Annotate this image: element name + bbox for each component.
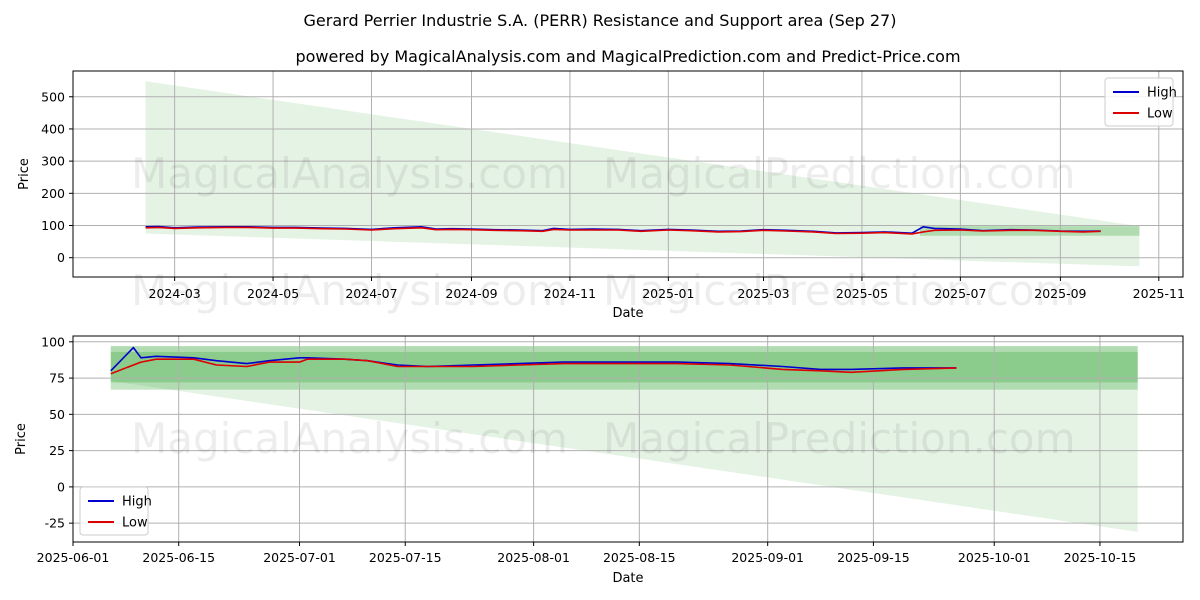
y-tick-label: 500 [41, 89, 65, 104]
x-tick-label: 2025-03 [737, 286, 789, 301]
panel-full-history: MagicalAnalysis.com MagicalAnalysis.com Ma… [17, 70, 1185, 321]
x-tick-label: 2025-01 [642, 286, 694, 301]
support-band-2 [110, 375, 1138, 390]
y-tick-label: 300 [41, 154, 65, 169]
plot-area [73, 336, 1183, 542]
legend-label-low: Low [122, 516, 148, 531]
y-tick-label: 400 [41, 121, 65, 136]
y-tick-label: 25 [49, 443, 65, 458]
x-axis-label: Date [612, 306, 643, 321]
x-axis-label: Date [612, 571, 643, 586]
plot-area [73, 71, 1183, 277]
x-tick-label: 2025-06-15 [142, 550, 215, 565]
x-tick-label: 2025-09-01 [731, 550, 804, 565]
x-tick-label: 2025-07 [934, 286, 986, 301]
x-tick-label: 2024-07 [345, 286, 397, 301]
projection-cone [110, 346, 1138, 532]
x-tick-label: 2025-06-01 [37, 550, 110, 565]
x-tick-label: 2025-09 [1034, 286, 1086, 301]
y-axis-label: Price [14, 423, 29, 455]
axes-frame [72, 70, 1184, 278]
x-tick-label: 2025-10-01 [958, 550, 1031, 565]
series-line-low [145, 226, 1101, 235]
y-tick-label: 75 [49, 371, 65, 386]
x-tick-label: 2025-08-01 [497, 550, 570, 565]
x-tick-label: 2025-05 [836, 286, 888, 301]
legend-label-high: High [1147, 86, 1177, 101]
x-tick-label: 2024-03 [149, 286, 201, 301]
y-tick-label: 200 [41, 186, 65, 201]
x-tick-label: 2025-08-15 [603, 550, 676, 565]
x-tick-label: 2024-11 [544, 286, 596, 301]
y-tick-label: 100 [41, 218, 65, 233]
watermark: MagicalPrediction.com [603, 414, 1076, 463]
watermark: MagicalPrediction.com [603, 266, 1076, 315]
chart-subtitle: powered by MagicalAnalysis.com and Magic… [295, 47, 960, 66]
watermark: MagicalAnalysis.com [131, 149, 568, 198]
legend: High Low [79, 486, 152, 536]
legend: High Low [1104, 77, 1177, 127]
series-line-high [110, 346, 957, 372]
chart-title: Gerard Perrier Industrie S.A. (PERR) Res… [304, 11, 897, 30]
panel-recent-zoom: MagicalAnalysis.com MagicalPrediction.com… [14, 334, 1184, 586]
legend-label-low: Low [1147, 107, 1173, 122]
x-tick-label: 2025-09-15 [837, 550, 910, 565]
watermark: MagicalPrediction.com [603, 149, 1076, 198]
projection-cone [145, 81, 1140, 267]
y-tick-label: 0 [57, 479, 65, 494]
series-line-low [110, 358, 957, 375]
y-tick-label: 100 [41, 334, 65, 349]
x-tick-label: 2025-07-01 [263, 550, 336, 565]
watermark: MagicalAnalysis.com [131, 266, 568, 315]
x-tick-label: 2024-05 [247, 286, 299, 301]
x-tick-label: 2025-11 [1133, 286, 1185, 301]
x-tick-label: 2024-09 [445, 286, 497, 301]
y-axis-label: Price [17, 158, 32, 190]
x-tick-label: 2025-07-15 [369, 550, 442, 565]
y-tick-label: 0 [57, 250, 65, 265]
axes-frame [72, 335, 1184, 543]
x-tick-label: 2025-10-15 [1064, 550, 1137, 565]
y-tick-label: 50 [49, 407, 65, 422]
watermark: MagicalAnalysis.com [131, 414, 568, 463]
y-tick-label: -25 [45, 516, 65, 531]
legend-label-high: High [122, 495, 152, 510]
